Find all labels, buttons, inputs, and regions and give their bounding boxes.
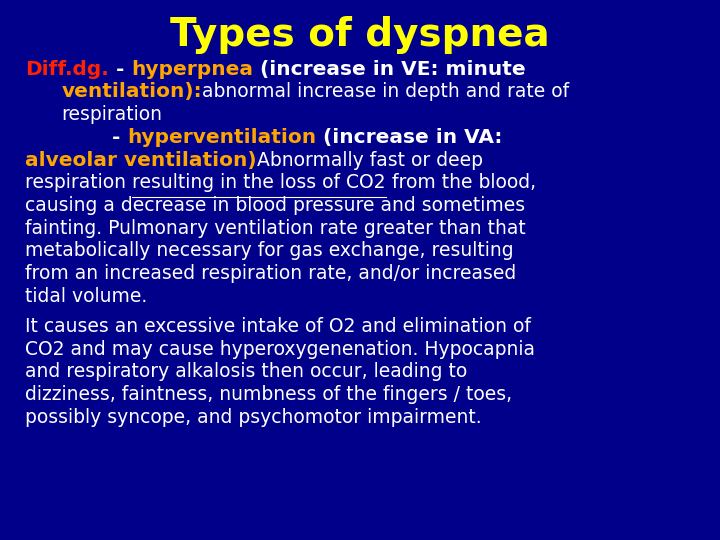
Text: Diff.dg.: Diff.dg. — [25, 59, 109, 78]
Text: (increase in VA:: (increase in VA: — [316, 128, 503, 147]
Text: from the blood,: from the blood, — [386, 173, 536, 192]
Text: metabolically necessary for gas exchange, resulting: metabolically necessary for gas exchange… — [25, 241, 514, 260]
Text: Types of dyspnea: Types of dyspnea — [170, 16, 550, 54]
Text: possibly syncope, and psychomotor impairment.: possibly syncope, and psychomotor impair… — [25, 408, 482, 427]
Text: respiration: respiration — [61, 105, 162, 124]
Text: tidal volume.: tidal volume. — [25, 287, 148, 306]
Text: abnormal increase in depth and rate of: abnormal increase in depth and rate of — [202, 82, 569, 101]
Text: from an increased respiration rate, and/or increased: from an increased respiration rate, and/… — [25, 264, 516, 283]
Text: resulting in the loss of CO2: resulting in the loss of CO2 — [132, 173, 386, 192]
Text: -: - — [109, 59, 131, 78]
Text: hyperventilation: hyperventilation — [127, 128, 316, 147]
Text: respiration: respiration — [25, 173, 132, 192]
Text: fainting. Pulmonary ventilation rate greater than that: fainting. Pulmonary ventilation rate gre… — [25, 219, 526, 238]
Text: causing a decrease in blood pressure and sometimes: causing a decrease in blood pressure and… — [25, 196, 526, 215]
Text: It causes an excessive intake of O2 and elimination of: It causes an excessive intake of O2 and … — [25, 317, 531, 336]
Text: dizziness, faintness, numbness of the fingers / toes,: dizziness, faintness, numbness of the fi… — [25, 385, 513, 404]
Text: hyperpnea: hyperpnea — [131, 59, 253, 78]
Text: CO2 and may cause hyperoxygenenation. Hypocapnia: CO2 and may cause hyperoxygenenation. Hy… — [25, 340, 535, 359]
Text: -: - — [112, 128, 127, 147]
Text: Abnormally fast or deep: Abnormally fast or deep — [257, 151, 483, 170]
Text: ventilation):: ventilation): — [61, 82, 202, 101]
Text: alveolar ventilation): alveolar ventilation) — [25, 151, 257, 170]
Text: (increase in VE: minute: (increase in VE: minute — [253, 59, 526, 78]
Text: and respiratory alkalosis then occur, leading to: and respiratory alkalosis then occur, le… — [25, 362, 467, 381]
